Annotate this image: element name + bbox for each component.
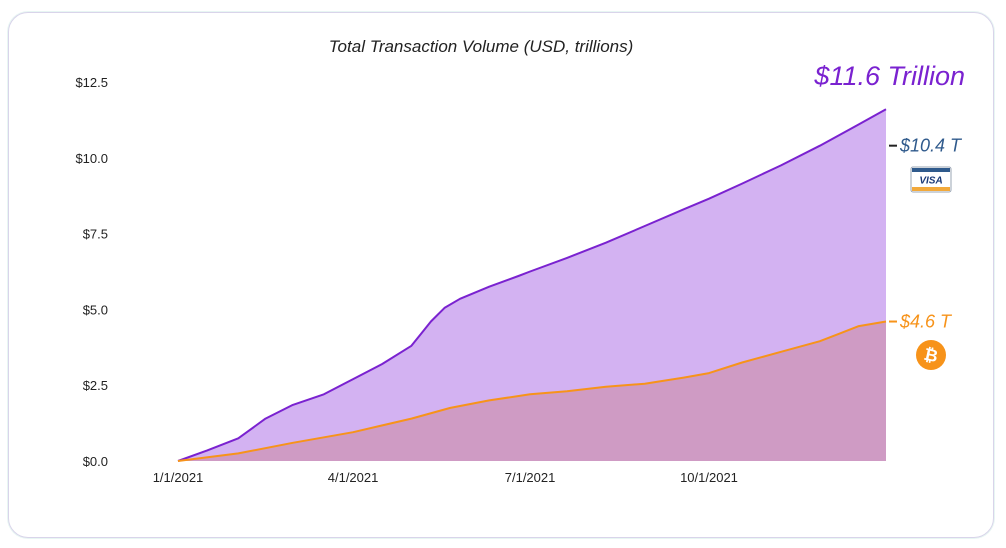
plot-area: [177, 108, 887, 462]
bitcoin-series-area: [178, 321, 886, 461]
x-axis: 1/1/2021 4/1/2021 7/1/2021 10/1/2021: [153, 470, 738, 485]
y-tick-label: $7.5: [83, 227, 108, 242]
y-tick-label: $12.5: [75, 75, 108, 90]
x-tick-label: 1/1/2021: [153, 470, 204, 485]
bitcoin-icon: ₿: [916, 340, 946, 370]
y-axis: $0.0 $2.5 $5.0 $7.5 $10.0 $12.5: [75, 75, 108, 469]
x-tick-label: 10/1/2021: [680, 470, 738, 485]
total-series-line: [177, 108, 887, 462]
end-labels: $11.6 Trillion $10.4 T $4.6 T: [813, 61, 965, 332]
chart-title: Total Transaction Volume (USD, trillions…: [329, 37, 634, 56]
y-tick-label: $10.0: [75, 151, 108, 166]
y-tick-label: $2.5: [83, 378, 108, 393]
total-value-label: $11.6 Trillion: [813, 61, 965, 91]
y-tick-label: $0.0: [83, 454, 108, 469]
x-tick-label: 4/1/2021: [328, 470, 379, 485]
bitcoin-series-line: [177, 320, 887, 462]
bitcoin-value-label: $4.6 T: [899, 312, 953, 332]
y-tick-label: $5.0: [83, 302, 108, 317]
visa-value-label: $10.4 T: [899, 136, 963, 156]
svg-text:VISA: VISA: [919, 176, 942, 187]
x-tick-label: 7/1/2021: [505, 470, 556, 485]
visa-card-icon: VISA: [910, 166, 952, 193]
svg-text:₿: ₿: [922, 345, 940, 367]
